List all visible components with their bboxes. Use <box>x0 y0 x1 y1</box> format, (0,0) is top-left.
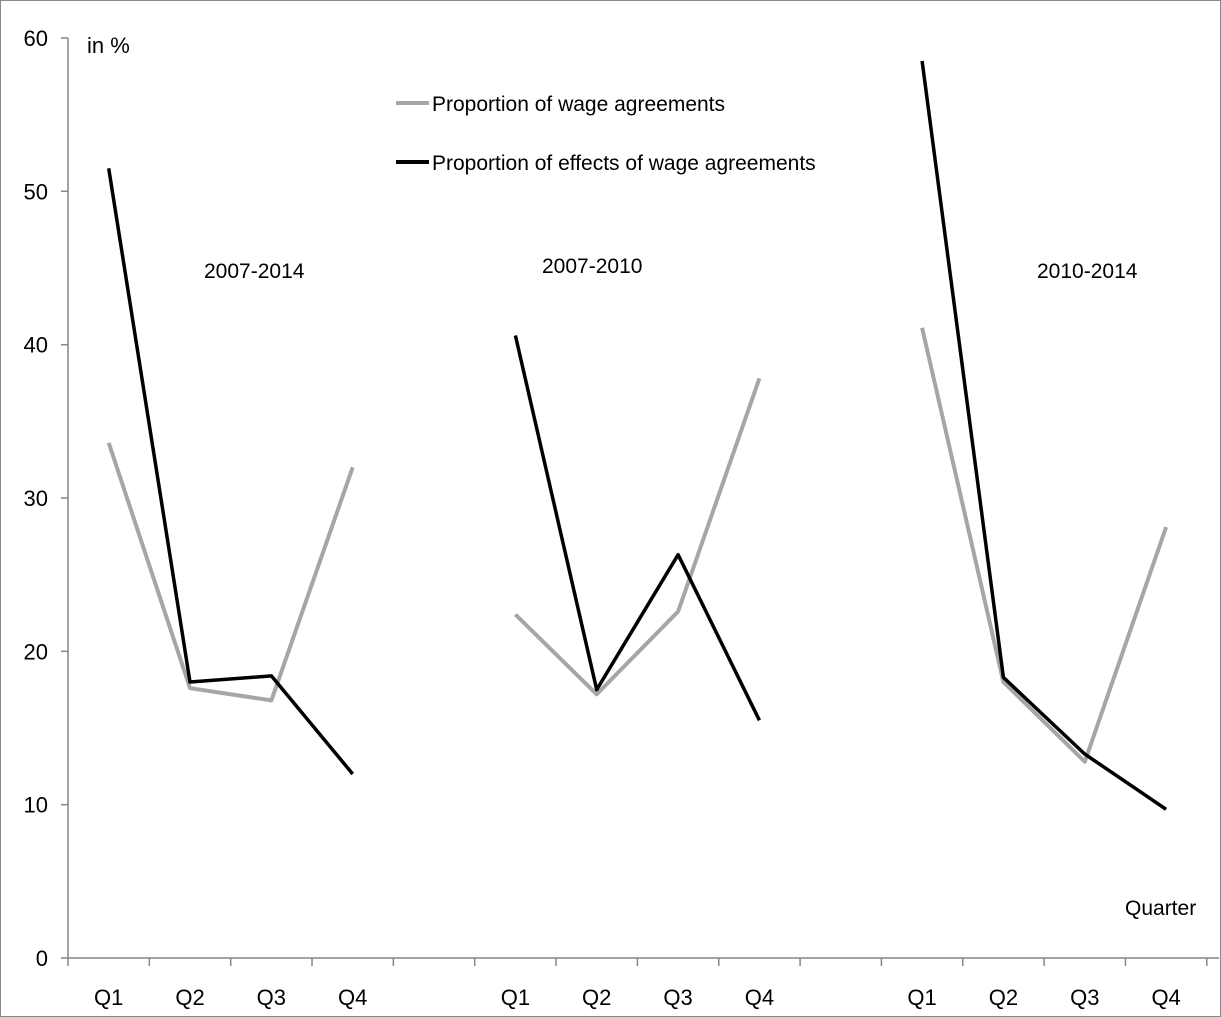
series-line-effects-group-1 <box>106 168 355 776</box>
series-line-wage-agreements-group-2 <box>513 377 762 697</box>
x-tick-label: Q4 <box>1151 985 1180 1010</box>
x-tick-label: Q3 <box>663 985 692 1010</box>
series-line-effects-group-2 <box>513 335 761 722</box>
x-tick-label: Q3 <box>1070 985 1099 1010</box>
series-line-wage-agreements-group-1 <box>106 442 355 703</box>
y-tick-label: 20 <box>24 639 48 664</box>
axes: 0 10 20 30 40 50 60 Q1 Q2 Q3 Q4 Q1 Q2 Q3 Q4 Q1 Q2 Q3 Q4 <box>24 26 1219 1010</box>
group-label-2: 2007-2010 <box>542 255 642 278</box>
group-label-1: 2007-2014 <box>204 260 305 283</box>
x-tick-label: Q1 <box>94 985 123 1010</box>
series-line-effects-group-3 <box>920 60 1168 811</box>
y-tick-label: 40 <box>24 333 48 358</box>
x-tick-label: Q4 <box>745 985 774 1010</box>
x-axis-label: Quarter <box>1125 897 1196 920</box>
x-tick-label: Q2 <box>175 985 204 1010</box>
x-tick-label: Q1 <box>501 985 530 1010</box>
labels-layer: in % Quarter 2007-2014 2007-2010 2010-20… <box>87 33 1196 920</box>
x-tick-label: Q4 <box>338 985 367 1010</box>
series-line-wage-agreements-group-3 <box>920 327 1168 764</box>
legend-label-effects: Proportion of effects of wage agreements <box>432 152 816 175</box>
y-tick-label: 30 <box>24 486 48 511</box>
y-tick-label: 0 <box>36 946 48 971</box>
series-layer <box>106 60 1168 811</box>
x-tick-label: Q3 <box>257 985 286 1010</box>
group-label-3: 2010-2014 <box>1037 260 1138 283</box>
legend-label-wage-agreements: Proportion of wage agreements <box>432 93 725 116</box>
x-tick-label: Q2 <box>989 985 1018 1010</box>
y-tick-label: 10 <box>24 793 48 818</box>
y-tick-label: 50 <box>24 179 48 204</box>
x-tick-label: Q2 <box>582 985 611 1010</box>
y-tick-label: 60 <box>24 26 48 51</box>
legend: Proportion of wage agreements Proportion… <box>396 93 816 175</box>
y-axis-unit-label: in % <box>87 33 130 58</box>
x-tick-label: Q1 <box>907 985 936 1010</box>
